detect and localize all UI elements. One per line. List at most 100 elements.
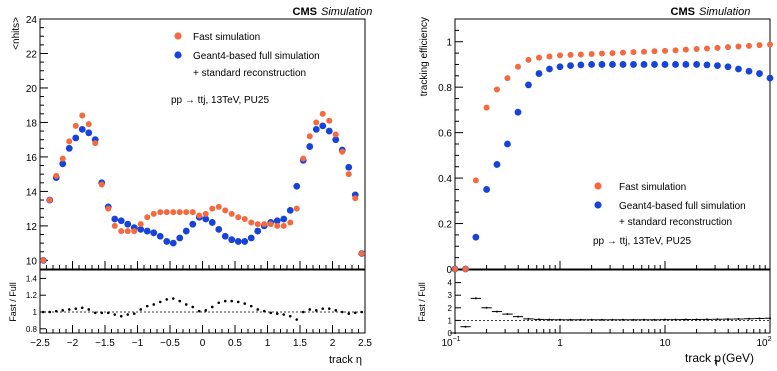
- left-fast-point: [196, 212, 203, 219]
- right-full-point: [640, 61, 648, 68]
- right-full-point: [577, 61, 585, 69]
- left-fast-point: [267, 221, 274, 228]
- left-ratio-point: [249, 304, 253, 308]
- left-full-point: [286, 206, 294, 214]
- left-ratio-point: [67, 308, 71, 311]
- left-ratio-point: [204, 309, 208, 312]
- right-legend-full-marker: [594, 201, 602, 209]
- left-legend-reco-label: + standard reconstruction: [193, 68, 306, 79]
- left-full-point: [182, 227, 190, 235]
- right-full-point: [493, 161, 501, 168]
- left-ytick-label: 10: [26, 256, 38, 267]
- left-ratio-yticks: 0.8 1 1.2 1.4: [26, 274, 365, 334]
- right-xlabel-main: track p: [685, 351, 721, 365]
- left-ytick-label: 20: [26, 84, 38, 95]
- left-fast-point: [352, 195, 359, 202]
- right-ratio-point: [726, 318, 729, 321]
- right-ratio-point: [621, 318, 624, 321]
- right-ratio-point: [474, 297, 477, 300]
- left-fast-point: [157, 209, 164, 216]
- left-ratio-point: [152, 303, 156, 306]
- left-fast-point: [144, 214, 151, 221]
- right-ratio-point: [538, 318, 541, 321]
- right-ratio-points: [449, 297, 771, 334]
- left-xtick-label: 0.5: [228, 338, 242, 349]
- right-fast-point: [588, 51, 595, 57]
- left-yticks: 10 12 14 16 18 20 22 24: [26, 15, 48, 267]
- left-fast-point: [313, 119, 320, 126]
- right-ytick-label: 0.8: [438, 83, 452, 94]
- left-fast-point: [79, 112, 86, 119]
- left-fast-point: [183, 209, 190, 216]
- left-fast-point: [111, 222, 118, 229]
- right-full-point: [714, 62, 721, 69]
- left-fast-point: [92, 140, 99, 147]
- right-ratio-point: [527, 317, 530, 320]
- left-full-point: [111, 215, 119, 223]
- left-full-point: [345, 163, 353, 171]
- left-series: [39, 110, 366, 264]
- right-ratio-point: [769, 317, 771, 320]
- right-ratio-point: [590, 318, 593, 321]
- left-xtick-label: −1: [132, 338, 144, 349]
- right-full-point: [756, 70, 763, 77]
- left-ratio-ytick-label: 1.4: [26, 274, 38, 283]
- left-ytick-label: 12: [26, 222, 38, 233]
- left-ratio-point: [197, 309, 201, 313]
- left-fast-point: [339, 148, 346, 155]
- right-full-point: [525, 81, 532, 89]
- right-fast-point: [557, 52, 563, 59]
- left-ratio-point: [269, 311, 273, 315]
- right-ratio-point: [737, 318, 740, 321]
- left-full-point: [59, 160, 67, 168]
- right-ratio-point: [643, 318, 646, 321]
- right-fast-point: [703, 45, 710, 52]
- right-xtick-exponent: −1: [453, 336, 461, 343]
- left-fast-point: [228, 210, 235, 217]
- right-fast-point: [619, 49, 626, 56]
- right-ytick-label: 0.4: [438, 174, 452, 185]
- left-full-point: [254, 227, 262, 235]
- right-full-point: [546, 65, 553, 73]
- right-ratio-point: [506, 313, 509, 316]
- right-full-point: [735, 65, 742, 73]
- left-fast-point: [358, 250, 365, 257]
- left-ratio-point: [282, 313, 286, 316]
- left-full-point: [332, 136, 340, 144]
- left-ylabel: <nhits>: [11, 17, 22, 50]
- left-full-point: [306, 143, 314, 150]
- left-full-point: [228, 236, 236, 244]
- right-ratio-point: [579, 318, 582, 321]
- right-fast-point: [662, 47, 668, 54]
- left-ratio-point: [295, 318, 299, 321]
- right-xlabel-unit: (GeV): [722, 351, 754, 365]
- right-ratio-point: [674, 318, 677, 321]
- left-full-point: [156, 232, 164, 240]
- left-ratio-point: [87, 308, 91, 311]
- right-ratio-point: [748, 317, 751, 320]
- left-ratio-point: [139, 308, 143, 311]
- left-fast-point: [98, 181, 105, 188]
- left-ytick-label: 18: [26, 118, 38, 129]
- left-full-point: [78, 125, 86, 133]
- left-fast-point: [66, 138, 73, 145]
- left-full-point: [234, 238, 242, 245]
- right-fast-point: [536, 54, 543, 61]
- left-fast-point: [254, 221, 261, 228]
- left-fast-point: [274, 222, 281, 229]
- left-ratio-point: [100, 311, 104, 315]
- left-full-point: [72, 134, 80, 142]
- left-banner-cms: CMS: [293, 6, 317, 18]
- left-ratio-point: [74, 307, 78, 310]
- left-ratio-point: [191, 305, 195, 309]
- right-ratio-point: [485, 306, 488, 309]
- right-fast-point: [641, 48, 648, 55]
- left-ratio-point: [275, 312, 279, 315]
- left-ratio-point: [243, 302, 247, 305]
- right-fast-point: [598, 50, 605, 57]
- right-full-point: [745, 67, 753, 75]
- left-fast-point: [53, 172, 60, 179]
- left-full-point: [85, 129, 93, 137]
- right-ratio-ytick-label: 2: [448, 304, 453, 313]
